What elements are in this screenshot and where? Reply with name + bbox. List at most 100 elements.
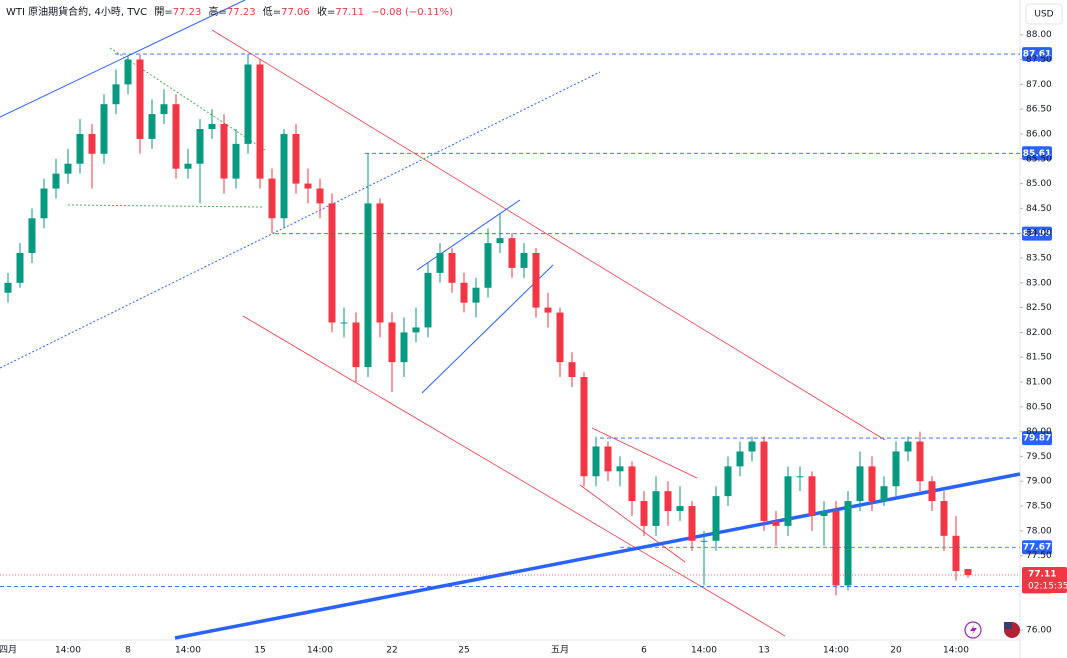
trendline [416, 199, 521, 271]
price-label-bg [1022, 431, 1052, 446]
candle-body [184, 163, 192, 169]
low-value: 77.06 [281, 7, 310, 18]
drawings [0, 0, 1021, 640]
candle-body [736, 451, 744, 467]
candle-body [544, 307, 552, 313]
candle-body [964, 569, 972, 576]
candle-body [460, 282, 468, 303]
candle-body [916, 441, 924, 482]
x-tick-label: 14:00 [55, 646, 81, 656]
candle-body [316, 188, 324, 204]
candle-body [388, 322, 396, 363]
countdown: 02:15:35 [1028, 582, 1067, 592]
candle-body [352, 322, 360, 368]
candle-body [568, 362, 576, 378]
price-label-bg [1022, 540, 1052, 555]
trendline [211, 29, 886, 441]
candle-body [4, 282, 12, 293]
candle-body [124, 59, 132, 85]
currency-button[interactable] [1025, 3, 1063, 25]
trendline [0, 0, 246, 118]
x-tick-label: 25 [458, 646, 469, 656]
price-label: 87.61 [1023, 50, 1051, 60]
title: WTI 原油期貨合約, 4小時, TVC [6, 5, 147, 18]
y-tick-label: 78.00 [1026, 526, 1052, 536]
candle-body [412, 327, 420, 333]
y-tick-label: 80.50 [1026, 402, 1052, 412]
chart-header: WTI 原油期貨合約, 4小時, TVC 開=77.23 高=77.23 低=7… [6, 5, 453, 18]
candle-body [904, 441, 912, 452]
candle-body [436, 253, 444, 273]
candle-body [580, 377, 588, 477]
candle-body [844, 501, 852, 586]
price-label-bg [1022, 146, 1052, 161]
candle-body [340, 322, 348, 324]
candle-body [64, 163, 72, 174]
candle-body [820, 511, 828, 516]
x-tick-label: 6 [641, 646, 647, 656]
candle-body [280, 133, 288, 219]
y-tick-label: 88.00 [1026, 30, 1052, 40]
y-tick-label: 87.00 [1026, 80, 1052, 90]
trendline [421, 264, 554, 394]
candle-body [136, 59, 144, 139]
y-tick-label: 80.00 [1026, 427, 1052, 437]
candle-body [952, 535, 960, 572]
y-tick-label: 83.00 [1026, 278, 1052, 288]
candle-body [700, 540, 708, 542]
candle-body [400, 332, 408, 363]
y-tick-label: 82.00 [1026, 328, 1052, 338]
trendline [591, 427, 698, 479]
y-tick-label: 76.00 [1026, 626, 1052, 636]
candle-body [760, 441, 768, 521]
price-label: 77.67 [1023, 543, 1051, 553]
current-price-bg [1022, 567, 1067, 594]
candle-body [676, 506, 684, 512]
trendline [0, 71, 601, 369]
open-label: 開= [154, 6, 172, 18]
candle-body [748, 441, 756, 452]
candle-body [664, 491, 672, 512]
x-tick-label: 四月 [0, 645, 17, 656]
candle-body [16, 253, 24, 283]
y-tick-label: 84.00 [1026, 229, 1052, 239]
x-tick-label: 14:00 [823, 646, 849, 656]
y-tick-label: 79.50 [1026, 452, 1052, 462]
y-tick-label: 86.00 [1026, 129, 1052, 139]
x-tick-label: 14:00 [175, 646, 201, 656]
alert-glyph [970, 624, 977, 636]
candle-body [724, 466, 732, 497]
candle-body [520, 253, 528, 268]
y-tick-label: 84.50 [1026, 204, 1052, 214]
candle-body [256, 64, 264, 179]
y-tick-label: 87.50 [1026, 55, 1052, 65]
candle-body [232, 143, 240, 179]
open-value: 77.23 [173, 7, 202, 18]
trendline [109, 47, 266, 151]
x-tick-label: 8 [125, 646, 131, 656]
candle-body [172, 104, 180, 169]
candle-body [28, 218, 36, 254]
candle-body [160, 104, 168, 115]
candle-body [112, 84, 120, 105]
y-tick-label: 85.50 [1026, 154, 1052, 164]
trendline [67, 204, 263, 208]
candle-body [808, 476, 816, 516]
candle-body [100, 104, 108, 154]
candle-body [928, 481, 936, 502]
candle-body [268, 178, 276, 219]
candle-body [292, 133, 300, 184]
candle-body [880, 486, 888, 502]
price-label-bg [1022, 47, 1052, 62]
candle-body [220, 124, 228, 179]
y-tick-label: 86.50 [1026, 105, 1052, 115]
price-label-bg [1022, 226, 1052, 241]
low-label: 低= [263, 5, 281, 18]
y-tick-label: 77.50 [1026, 551, 1052, 561]
candle-body [832, 511, 840, 586]
high-label: 高= [209, 5, 227, 18]
x-tick-label: 15 [254, 646, 265, 656]
candle-body [856, 466, 864, 502]
